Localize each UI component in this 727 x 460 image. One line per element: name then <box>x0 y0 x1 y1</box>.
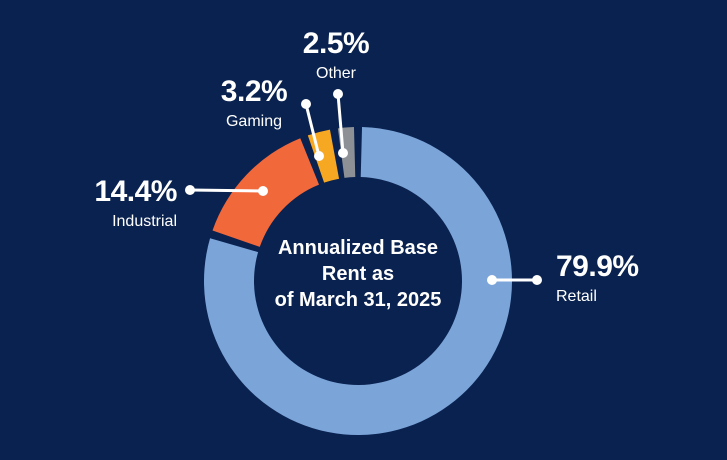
center-title-line-1: Annualized Base <box>277 237 439 259</box>
leader-dot-retail-segment-end <box>487 275 497 285</box>
callout-industrial: 14.4% Industrial <box>94 175 177 231</box>
leader-dot-retail-label-end <box>532 275 542 285</box>
leader-dot-gaming-segment-end <box>314 151 324 161</box>
other-percent: 2.5% <box>302 27 370 60</box>
retail-percent: 79.9% <box>556 250 639 283</box>
callout-other: 2.5% Other <box>302 27 370 83</box>
retail-label: Retail <box>556 288 597 305</box>
chart-center-title: Annualized Base Rent as of March 31, 202… <box>275 235 442 313</box>
leader-line-other <box>336 93 345 154</box>
donut-segment-retail <box>204 127 513 435</box>
center-title-line-3: of March 31, 2025 <box>274 289 442 311</box>
industrial-percent: 14.4% <box>94 175 177 208</box>
callout-retail: 79.9% Retail <box>556 250 639 306</box>
industrial-label: Industrial <box>112 213 177 230</box>
gaming-label: Gaming <box>225 113 283 130</box>
other-label: Other <box>315 65 357 82</box>
leader-line-gaming <box>304 103 321 157</box>
leader-line-industrial <box>189 188 264 193</box>
leader-dot-industrial-label-end <box>185 185 195 195</box>
leader-dot-industrial-segment-end <box>258 186 268 196</box>
center-title-line-2: Rent as <box>321 263 395 285</box>
leader-dot-gaming-label-end <box>301 99 311 109</box>
callout-gaming: 3.2% Gaming <box>220 75 288 131</box>
leader-dot-other-label-end <box>333 89 343 99</box>
leader-dot-other-segment-end <box>338 148 348 158</box>
gaming-percent: 3.2% <box>220 75 288 108</box>
